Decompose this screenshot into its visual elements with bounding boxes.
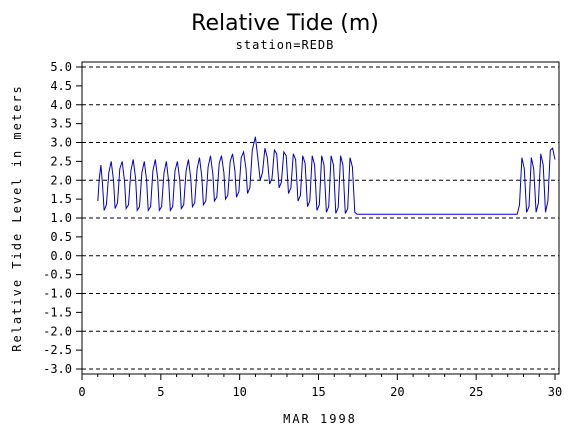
gridlines (82, 66, 559, 370)
x-tick-label: 20 (390, 385, 404, 399)
y-tick-label: -1.5 (43, 305, 72, 319)
chart-title: Relative Tide (m) (191, 11, 379, 36)
y-tick-label: 0.5 (50, 230, 72, 244)
y-tick-label: 3.5 (50, 117, 72, 131)
y-tick-label: 1.0 (50, 211, 72, 225)
y-tick-label: 0.0 (50, 249, 72, 263)
y-tick-label: -3.0 (43, 362, 72, 376)
y-tick-label: -0.5 (43, 268, 72, 282)
x-axis: 0 5 10 15 20 25 30 (78, 374, 562, 399)
y-tick-label: 5.0 (50, 60, 72, 74)
y-axis: -3.0 -2.5 -2.0 -1.5 -1.0 -0.5 0.0 0.5 1.0 1.5 2.0 2… (43, 60, 82, 376)
y-tick-label: 3.0 (50, 136, 72, 150)
y-tick-label: -2.0 (43, 324, 72, 338)
series-group (97, 136, 556, 215)
y-axis-label: Relative Tide Level in meters (10, 84, 24, 352)
x-tick-label: 25 (469, 385, 483, 399)
y-tick-label: 4.5 (50, 79, 72, 93)
x-tick-label: 15 (311, 385, 325, 399)
y-tick-label: 4.0 (50, 98, 72, 112)
x-tick-label: 0 (78, 385, 85, 399)
chart-subtitle: station=REDB (236, 38, 335, 52)
y-tick-label: 2.0 (50, 173, 72, 187)
series-line (97, 136, 556, 215)
y-tick-label: 2.5 (50, 154, 72, 168)
x-axis-label: MAR 1998 (283, 412, 357, 426)
x-tick-label: 10 (232, 385, 246, 399)
y-tick-label: -1.0 (43, 287, 72, 301)
x-tick-label: 30 (548, 385, 562, 399)
x-tick-label: 5 (157, 385, 164, 399)
y-tick-label: -2.5 (43, 343, 72, 357)
y-tick-label: 1.5 (50, 192, 72, 206)
